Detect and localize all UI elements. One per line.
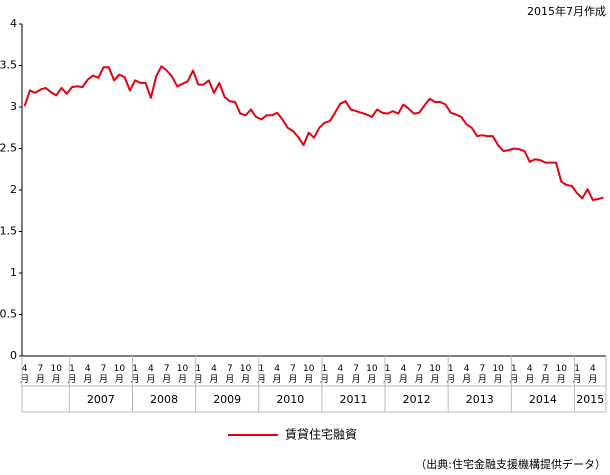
x-group-label: 2009 <box>213 393 241 406</box>
x-group-label: 2008 <box>150 393 178 406</box>
x-group-label: 2007 <box>87 393 115 406</box>
y-tick-label: 3.5 <box>0 59 17 72</box>
line-series <box>23 65 604 201</box>
x-tick-label: 10 月 <box>492 364 504 385</box>
x-tick-label: 10 月 <box>303 364 315 385</box>
x-group-label: 2012 <box>403 393 431 406</box>
x-group-label: 2015 <box>576 393 604 406</box>
x-tick-label: 10 月 <box>50 364 62 385</box>
y-tick-label: 2 <box>10 183 17 196</box>
x-group-label: 2014 <box>529 393 557 406</box>
source: （出典:住宅金融支援機構提供データ） <box>415 457 606 471</box>
x-tick-label: 10 月 <box>556 364 568 385</box>
y-tick-label: 1.5 <box>0 225 17 238</box>
y-tick-label: 0.5 <box>0 308 17 321</box>
x-tick-label: 10 月 <box>366 364 378 385</box>
y-tick-label: 2.5 <box>0 142 17 155</box>
x-tick-label: 10 月 <box>114 364 126 385</box>
x-tick-label: 10 月 <box>429 364 441 385</box>
note: 2015年7月作成 <box>527 4 606 18</box>
x-tick-label: 10 月 <box>177 364 189 385</box>
x-tick-label: 10 月 <box>240 364 252 385</box>
x-group-label: 2010 <box>276 393 304 406</box>
x-group-label: 2013 <box>466 393 494 406</box>
y-tick-label: 3 <box>10 100 17 113</box>
x-group-label: 2011 <box>339 393 367 406</box>
legend-label: 賃貸住宅融資 <box>285 427 357 442</box>
y-tick-label: 1 <box>10 266 17 279</box>
y-tick-label: 4 <box>10 17 17 30</box>
y-tick-label: 0 <box>10 349 17 362</box>
